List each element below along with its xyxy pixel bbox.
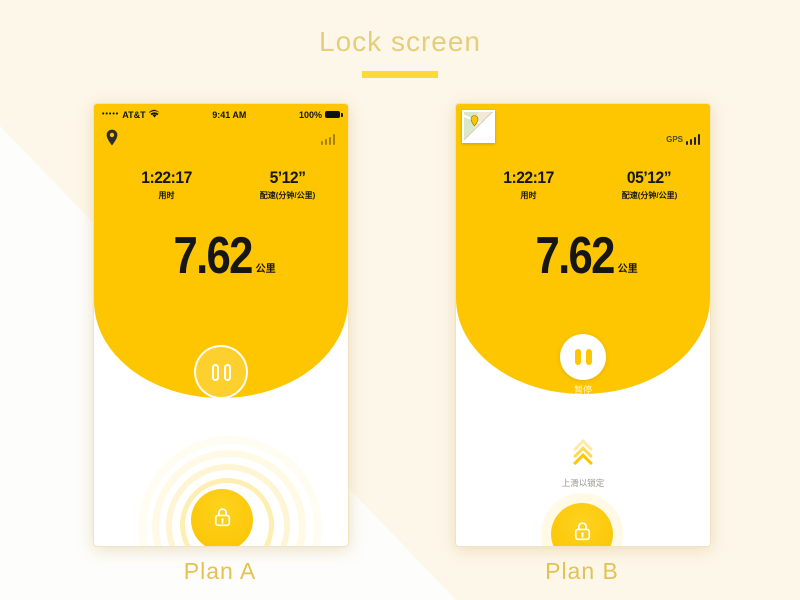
distance-value: 7.62 — [535, 227, 616, 285]
lock-icon — [210, 505, 235, 535]
map-preview — [464, 112, 493, 141]
stat-pace: 5’12” 配速(分钟/公里) — [227, 168, 348, 201]
page-header: Lock screen — [0, 26, 800, 78]
battery-icon — [325, 111, 343, 118]
duration-label: 用时 — [520, 191, 537, 200]
phone-plan-b: GPS 1:22:17 用时 05’12” 配速(分钟/公里) 7.62 公里 … — [455, 103, 711, 547]
location-pin-icon — [105, 129, 119, 151]
run-stats: 1:22:17 用时 05’12” 配速(分钟/公里) — [456, 168, 710, 201]
distance-unit: 公里 — [255, 264, 276, 275]
stat-duration: 1:22:17 用时 — [106, 168, 227, 201]
gps-bars-icon — [686, 134, 700, 145]
distance-unit: 公里 — [617, 264, 638, 275]
wifi-icon — [148, 109, 160, 120]
pace-value: 5’12” — [269, 168, 306, 187]
status-left: ••••• AT&T — [102, 109, 160, 120]
carrier-label: AT&T — [122, 109, 146, 120]
phone-plan-a: ••••• AT&T 9:41 AM 100% 1:22:17 用时 — [93, 103, 349, 547]
map-thumbnail[interactable] — [462, 110, 495, 143]
pause-button[interactable] — [560, 334, 606, 380]
distance-value: 7.62 — [173, 227, 254, 285]
pace-value: 05’12” — [627, 168, 672, 187]
pace-label: 配速(分钟/公里) — [621, 191, 678, 200]
pace-label: 配速(分钟/公里) — [259, 191, 316, 200]
signal-bars-icon — [321, 134, 335, 145]
pause-icon — [211, 363, 219, 381]
map-pin-icon — [470, 114, 479, 132]
plan-b-label: Plan B — [545, 558, 619, 584]
duration-label: 用时 — [158, 191, 175, 200]
clock-label: 9:41 AM — [212, 109, 247, 120]
pause-icon — [585, 349, 592, 365]
stat-pace: 05’12” 配速(分钟/公里) — [589, 168, 710, 201]
battery-percent: 100% — [298, 109, 322, 120]
plan-a-label: Plan A — [183, 558, 257, 584]
pause-icon — [574, 349, 581, 365]
stat-duration: 1:22:17 用时 — [468, 168, 589, 201]
distance-readout: 7.62 公里 — [456, 230, 710, 282]
pause-button[interactable] — [194, 345, 248, 399]
lock-button[interactable] — [191, 489, 253, 546]
lock-button[interactable] — [551, 503, 613, 546]
pause-label: 暂停 — [573, 385, 592, 395]
title-underline — [362, 71, 438, 78]
run-stats: 1:22:17 用时 5’12” 配速(分钟/公里) — [94, 168, 348, 201]
distance-readout: 7.62 公里 — [94, 230, 348, 282]
page-title: Lock screen — [319, 26, 481, 57]
gps-label: GPS — [666, 135, 683, 144]
swipe-hint-label: 上滑以锁定 — [561, 478, 605, 488]
gps-indicator: GPS — [666, 134, 700, 145]
swipe-up-area[interactable] — [573, 439, 593, 473]
duration-value: 1:22:17 — [503, 168, 554, 187]
status-right: 100% — [298, 109, 343, 120]
status-bar: ••••• AT&T 9:41 AM 100% — [94, 109, 348, 120]
lock-icon — [570, 519, 595, 546]
signal-dots-icon: ••••• — [102, 111, 120, 118]
pause-icon — [223, 363, 231, 381]
duration-value: 1:22:17 — [141, 168, 192, 187]
